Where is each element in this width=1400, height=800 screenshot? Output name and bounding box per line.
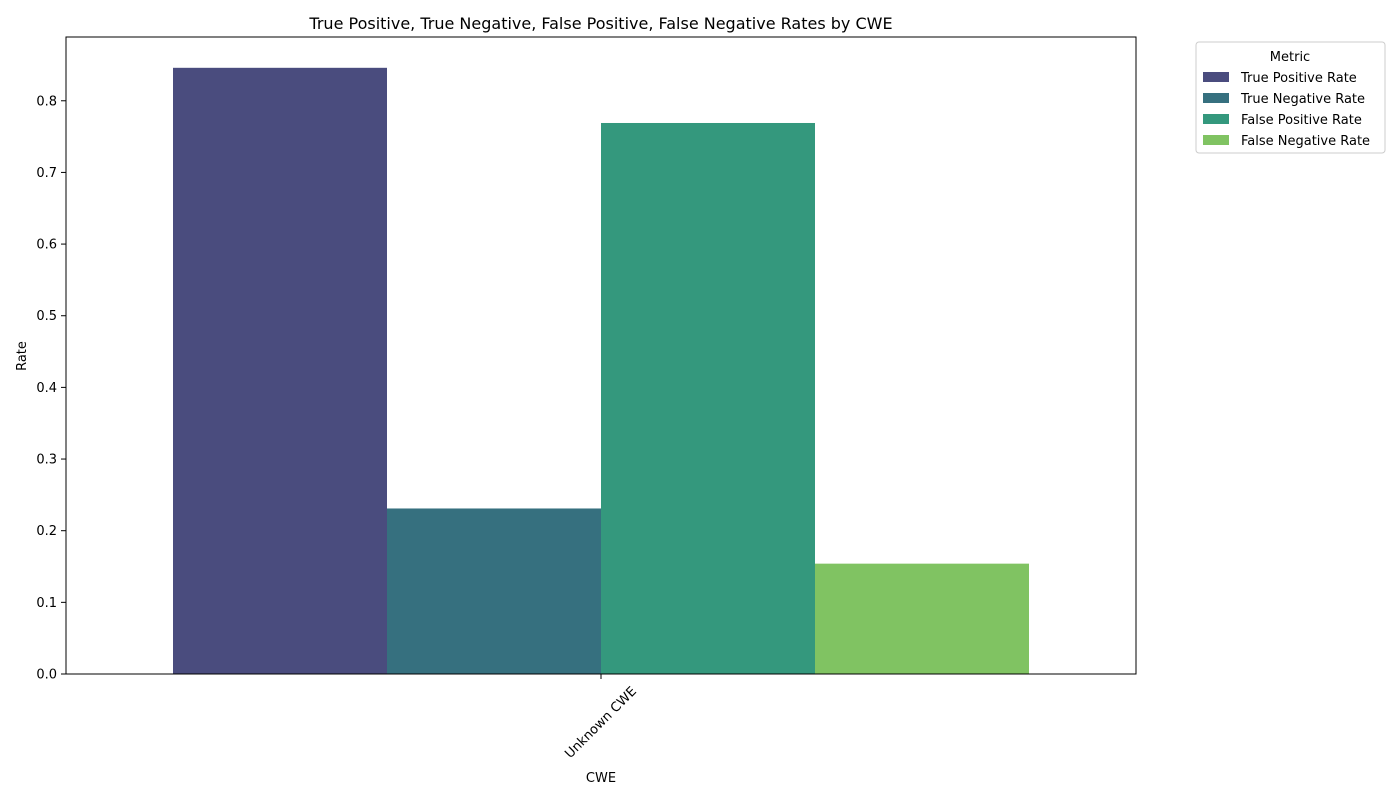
legend-label: True Positive Rate [1240,71,1357,86]
bar-true-positive-rate [173,67,387,674]
chart-title: True Positive, True Negative, False Posi… [308,14,892,33]
y-tick-label: 0.8 [36,94,57,109]
y-tick-label: 0.7 [36,166,57,181]
legend-label: False Negative Rate [1241,134,1370,149]
legend-swatch [1203,135,1229,145]
legend-swatch [1203,93,1229,103]
bar-true-negative-rate [387,508,601,674]
y-tick-label: 0.6 [36,238,57,253]
y-tick-label: 0.5 [36,309,57,324]
legend-items: True Positive Rate True Negative Rate Fals… [1203,71,1370,149]
y-axis-label: Rate [15,341,30,371]
legend-swatch [1203,114,1229,124]
x-axis-label: CWE [586,771,616,786]
y-axis: 0.0 0.1 0.2 0.3 0.4 0.5 0.6 0.7 0.8 [36,94,66,683]
bar-false-negative-rate [815,563,1029,674]
plot-frame [65,36,1137,675]
y-tick-label: 0.4 [36,381,57,396]
y-tick-label: 0.2 [36,524,57,539]
legend-label: False Positive Rate [1241,113,1362,128]
legend-box [1195,41,1386,154]
y-tick-label: 0.3 [36,453,57,468]
x-tick-label: Unknown CWE [562,684,640,762]
legend-title: Metric [1270,50,1310,65]
y-tick-label: 0.1 [36,596,57,611]
y-tick-label: 0.0 [36,668,57,683]
legend-swatch [1203,72,1229,82]
legend-label: True Negative Rate [1240,92,1365,107]
legend: Metric True Positive Rate True Negative R… [1195,41,1386,154]
bar-false-positive-rate [601,122,815,674]
x-axis: Unknown CWE [562,674,640,762]
bars-group [173,67,1029,674]
